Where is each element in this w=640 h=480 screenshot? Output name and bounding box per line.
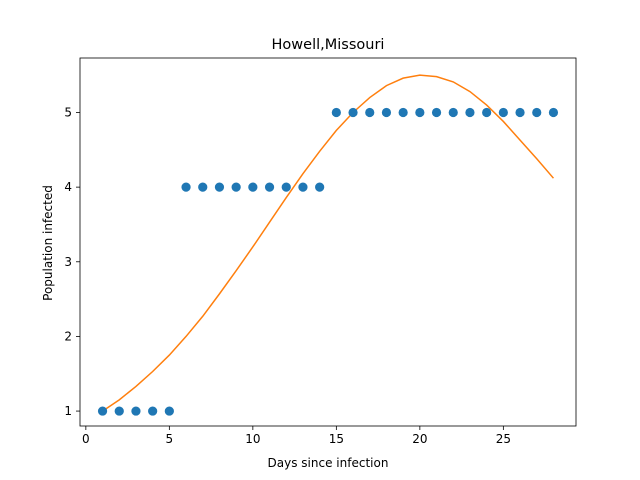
y-tick-label: 1: [64, 404, 72, 418]
x-tick-label: 15: [329, 432, 344, 446]
data-point: [231, 182, 241, 192]
chart-title: Howell,Missouri: [272, 37, 385, 53]
y-tick-label: 3: [64, 255, 72, 269]
data-point: [198, 182, 208, 192]
data-point: [482, 107, 492, 118]
data-point: [431, 107, 442, 118]
series-layer: [97, 74, 559, 416]
axes-layer: 0 5 10 15 20 25 1 2 3 4 5: [64, 57, 577, 446]
data-point: [365, 107, 375, 118]
y-tick-label: 4: [64, 180, 72, 194]
data-point: [448, 107, 458, 118]
y-tick-label: 5: [64, 105, 72, 119]
data-point: [415, 107, 425, 118]
data-point: [515, 107, 525, 118]
x-tick-label: 20: [412, 432, 427, 446]
data-point: [381, 107, 392, 118]
data-point: [181, 182, 191, 192]
data-point: [264, 182, 275, 192]
data-point: [498, 107, 508, 118]
data-point: [348, 107, 358, 118]
x-tick-label: 25: [496, 432, 511, 446]
data-point: [315, 182, 325, 192]
data-point: [465, 107, 475, 118]
data-point: [248, 182, 258, 192]
x-tick-label: 10: [245, 432, 260, 446]
x-tick-label: 0: [82, 432, 90, 446]
data-point: [548, 107, 559, 118]
data-point: [97, 406, 108, 416]
y-axis-label: Population infected: [41, 185, 55, 301]
data-point: [298, 182, 308, 192]
y-tick-label: 2: [64, 329, 72, 343]
data-point: [532, 107, 542, 118]
data-point: [281, 182, 291, 192]
x-axis-label: Days since infection: [268, 456, 389, 470]
data-point: [398, 107, 408, 118]
data-point: [214, 182, 225, 192]
fit-line: [102, 74, 555, 412]
data-point: [131, 406, 141, 416]
axes-frame: [79, 57, 577, 427]
data-point: [114, 406, 124, 416]
data-point: [331, 107, 341, 118]
data-point: [148, 406, 158, 416]
data-point: [164, 406, 174, 416]
x-tick-label: 5: [166, 432, 174, 446]
